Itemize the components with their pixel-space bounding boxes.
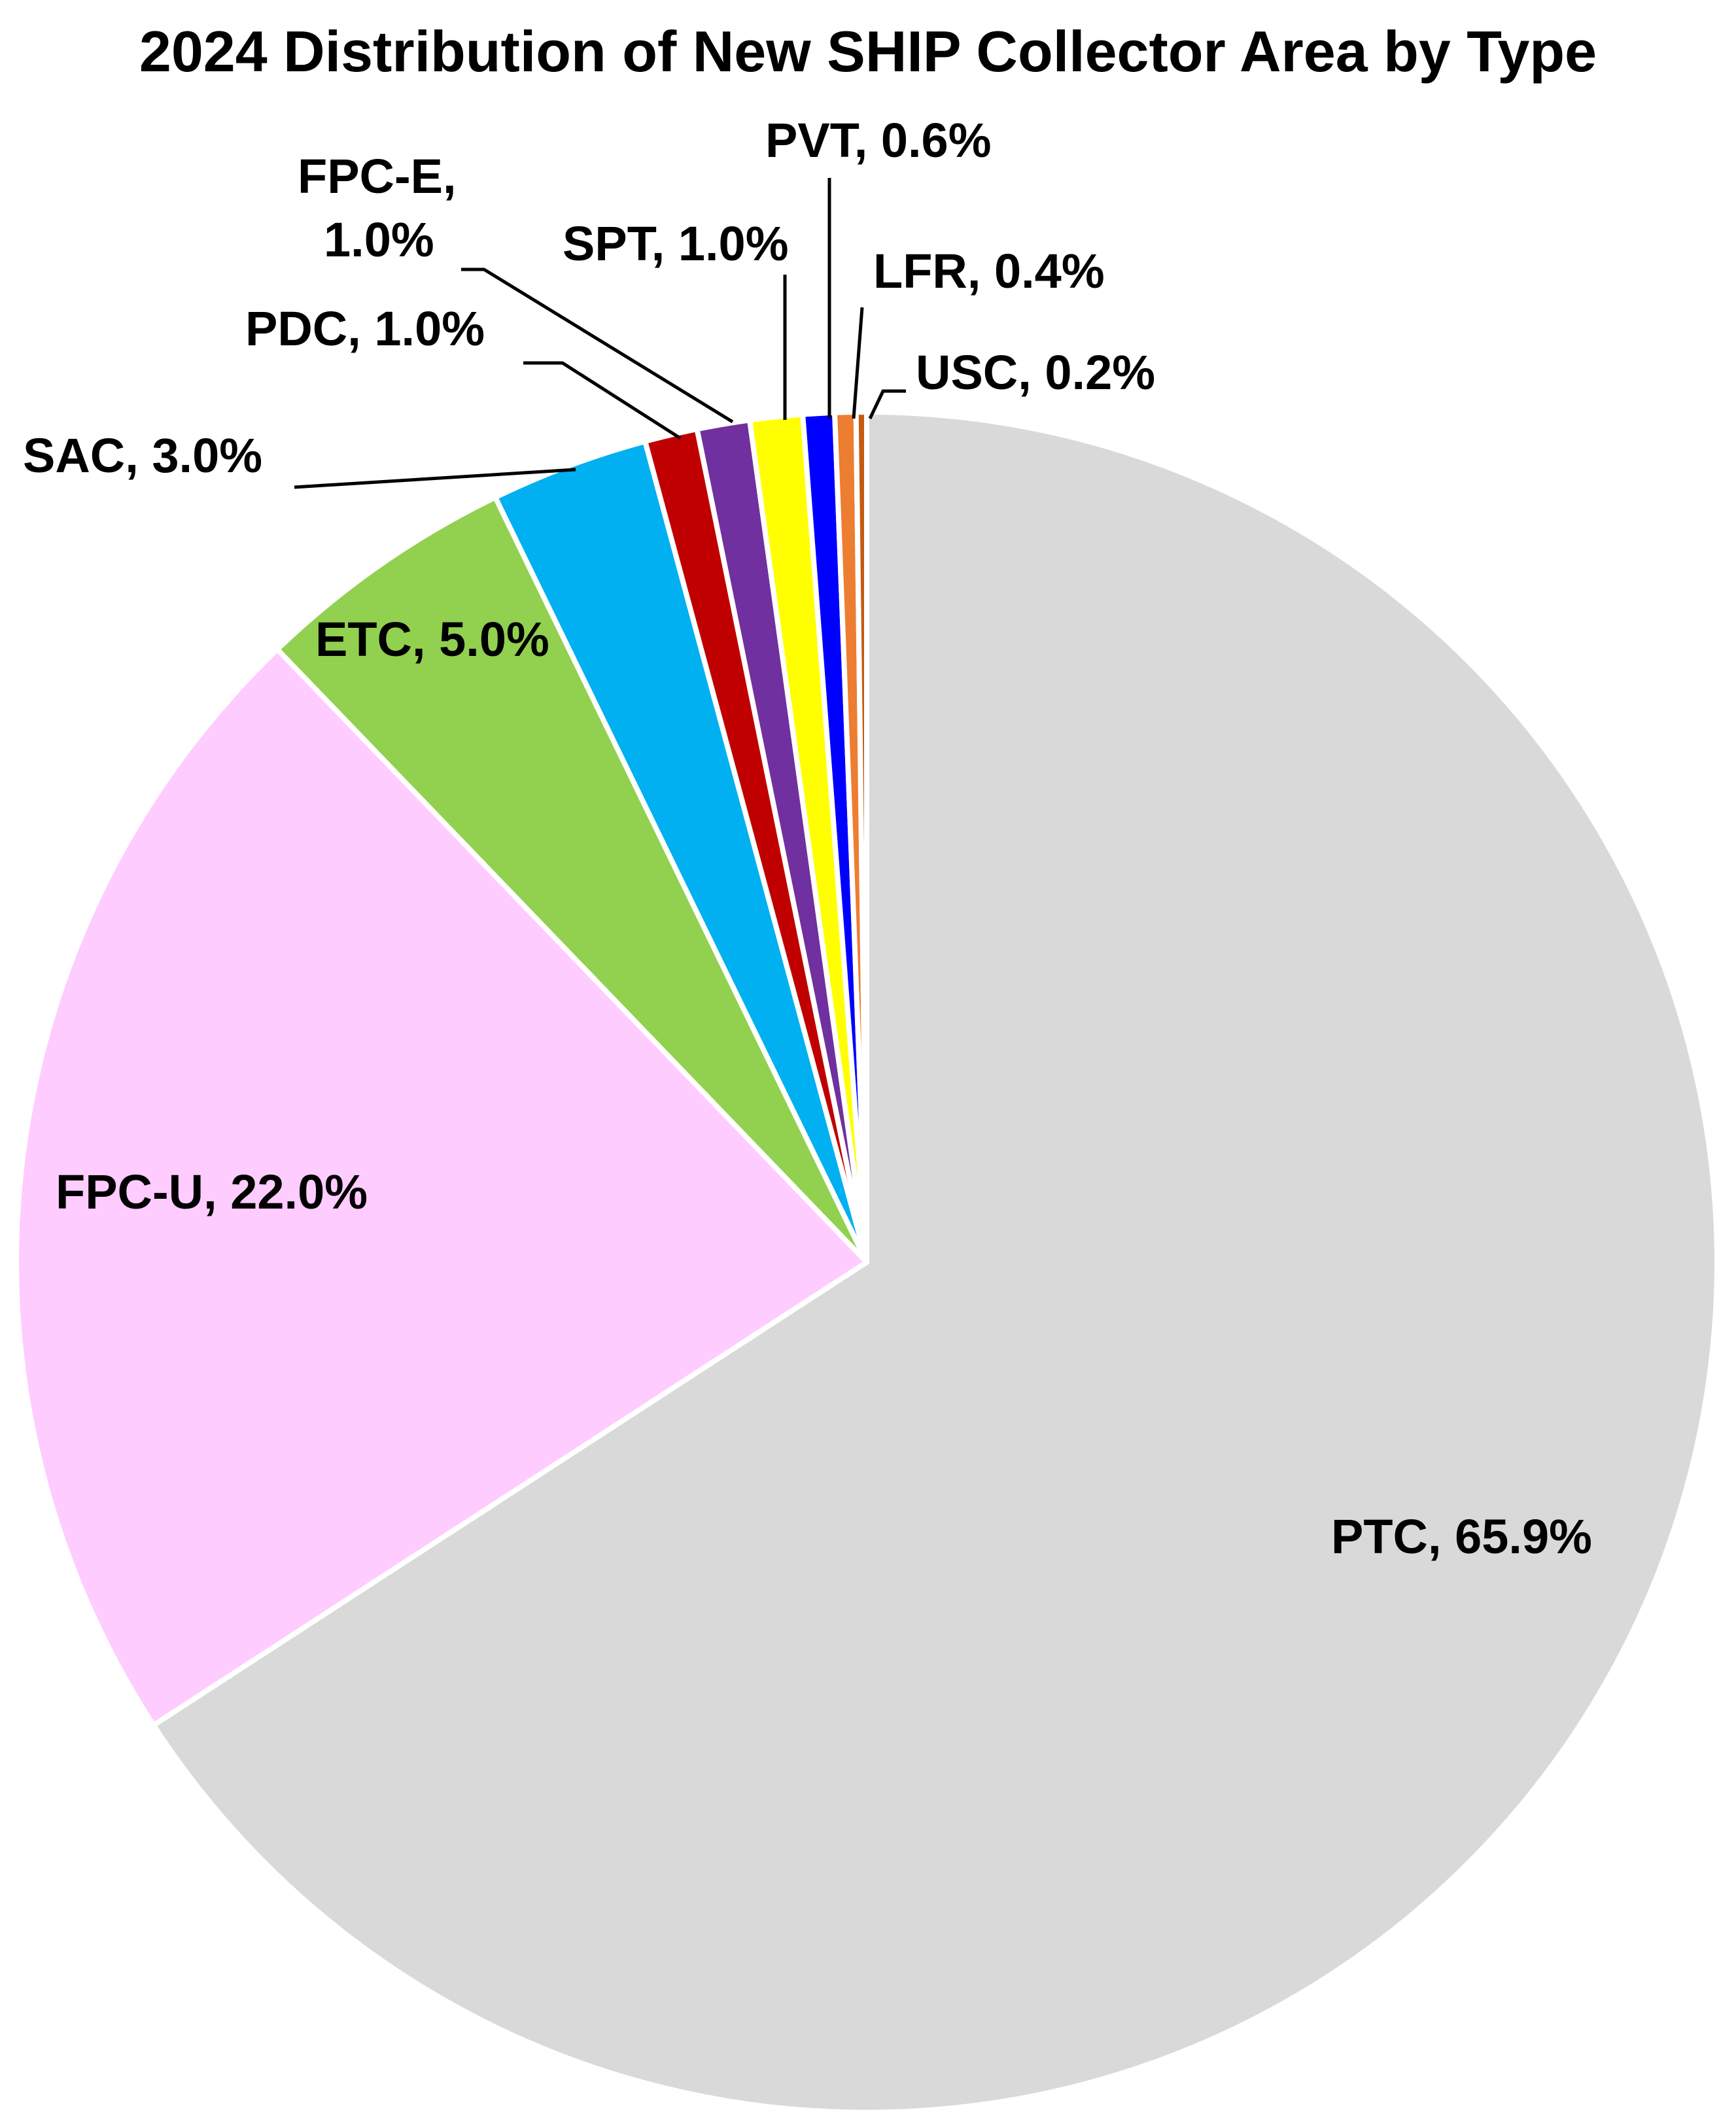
leader-line-lfr — [852, 307, 864, 419]
pie-slice-sac — [493, 438, 869, 1265]
data-label-fpc-u: FPC-U, 22.0% — [56, 1165, 368, 1219]
data-label-fpc-e-line-1: FPC-E, — [298, 149, 457, 203]
pie-slice-fpc-u — [14, 646, 869, 1728]
data-label-pdc: PDC, 1.0% — [245, 301, 485, 356]
pie-slice-ptc — [150, 409, 1720, 2115]
pie-slice-etc — [274, 494, 869, 1265]
leader-lines-layer — [294, 178, 906, 489]
data-label-sac: SAC, 3.0% — [23, 428, 262, 483]
data-label-spt: SPT, 1.0% — [563, 216, 789, 271]
labels-layer: PTC, 65.9% FPC-U, 22.0% ETC, 5.0% SAC, 3.0%… — [23, 113, 1592, 1564]
leader-line-pdc — [523, 361, 682, 440]
leader-line-sac — [294, 468, 576, 489]
pie-slice-usc — [853, 409, 869, 1265]
data-label-ptc: PTC, 65.9% — [1331, 1509, 1592, 1564]
data-label-usc: USC, 0.2% — [916, 345, 1155, 400]
leader-line-usc — [868, 389, 906, 420]
data-label-pvt: PVT, 0.6% — [765, 113, 992, 167]
data-label-etc: ETC, 5.0% — [315, 612, 549, 666]
data-label-lfr: LFR, 0.4% — [873, 244, 1105, 298]
chart-title: 2024 Distribution of New SHIP Collector … — [139, 19, 1597, 84]
slices-layer — [14, 409, 1720, 2115]
leader-line-fpc-e — [461, 267, 734, 424]
data-label-fpc-e-line-2: 1.0% — [324, 213, 434, 267]
